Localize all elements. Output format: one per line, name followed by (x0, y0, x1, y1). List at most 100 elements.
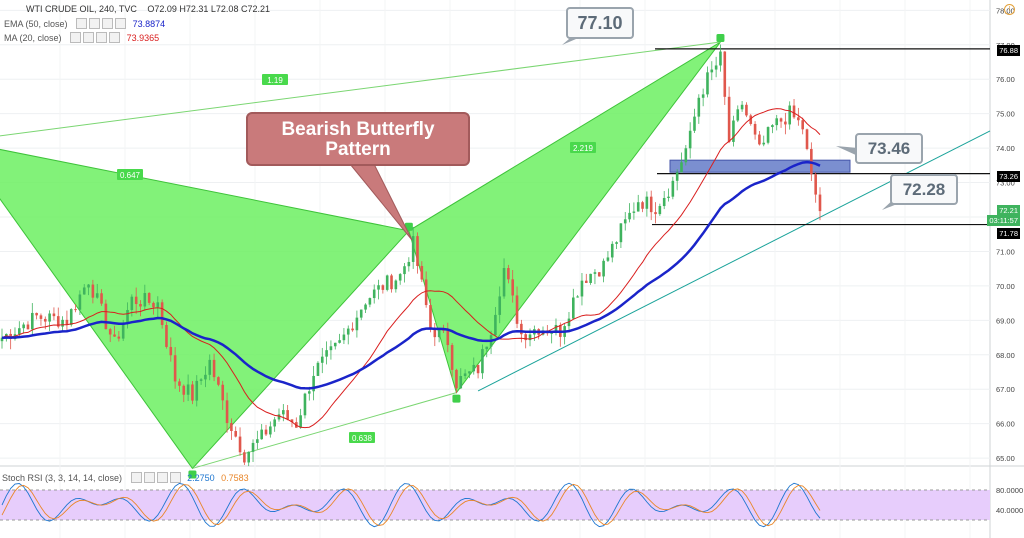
candle-body (498, 296, 502, 315)
candle-body (56, 316, 60, 327)
candle-body (377, 285, 380, 290)
candle-body (801, 120, 804, 130)
candle-body (260, 429, 263, 440)
more-icon[interactable] (169, 472, 181, 483)
close-icon[interactable] (96, 32, 108, 43)
y-tick-label: 71.00 (996, 247, 1015, 256)
ratio-label: 0.647 (120, 171, 141, 180)
candle-body (95, 293, 99, 298)
y-tick-label: 67.00 (996, 385, 1015, 394)
callout-top-price: 77.10 (566, 7, 634, 39)
candle-body (91, 284, 95, 298)
price-tag-last: 72.21 (997, 205, 1020, 216)
candle-body (645, 196, 649, 209)
candle-body (433, 327, 437, 338)
candle-body (269, 426, 272, 435)
ratio-tag-bg (570, 142, 596, 153)
candle-body (290, 419, 294, 423)
candle-body (320, 356, 324, 363)
candle-body (299, 415, 302, 428)
candle-body (186, 384, 190, 395)
settings-icon[interactable] (83, 32, 95, 43)
clock-icon[interactable]: ! (1004, 4, 1015, 15)
y-tick-label: 69.00 (996, 316, 1015, 325)
candle-body (714, 65, 718, 70)
stoch-label: Stoch RSI (3, 3, 14, 14, close) (2, 473, 123, 483)
close-icon[interactable] (102, 18, 114, 29)
candle-body (182, 385, 186, 395)
candle-body (515, 295, 519, 324)
candle-body (762, 142, 766, 145)
close-icon[interactable] (156, 472, 168, 483)
candle-body (178, 381, 181, 386)
candle-body (788, 105, 792, 125)
candle-body (104, 303, 108, 330)
settings-icon[interactable] (89, 18, 101, 29)
ratio-tag-bg (349, 432, 375, 443)
candle-body (381, 285, 385, 290)
candle-body (273, 419, 276, 427)
candle-body (736, 109, 740, 121)
candle-body (446, 330, 450, 346)
candle-body (550, 332, 553, 334)
candle-body (39, 315, 43, 319)
candle-body (805, 129, 809, 149)
stoch-legend: Stoch RSI (3, 3, 14, 14, close) 2.2750 0… (2, 472, 249, 483)
candle-body (619, 223, 623, 243)
more-icon[interactable] (115, 18, 127, 29)
more-icon[interactable] (109, 32, 121, 43)
candle-body (156, 302, 160, 308)
candle-body (771, 125, 774, 128)
eye-icon[interactable] (70, 32, 82, 43)
candle-body (632, 211, 636, 213)
candle-body (745, 104, 748, 116)
candle-body (727, 96, 731, 142)
ohlc-readout: O72.09 H72.31 L72.08 C72.21 (147, 4, 270, 14)
candle-body (152, 302, 155, 308)
candle-body (26, 324, 30, 330)
stoch-d-line (1, 483, 821, 527)
candle-body (74, 309, 77, 311)
callout-current-price: 72.28 (890, 174, 958, 205)
stoch-tick-label: 80.0000 (996, 486, 1023, 495)
pattern-ac-line (192, 392, 457, 469)
candle-body (147, 293, 151, 303)
candle-body (87, 284, 90, 288)
candle-body (675, 172, 679, 181)
ema-label: EMA (50, close) (4, 19, 68, 29)
candle-body (221, 384, 225, 401)
candle-body (684, 148, 688, 163)
candle-body (580, 280, 584, 297)
candle-body (342, 334, 346, 341)
pattern-leg-xab (0, 148, 410, 470)
candle-body (100, 293, 103, 304)
candle-body (225, 400, 229, 424)
ema-50-line (1, 160, 821, 390)
candle-body (723, 51, 727, 97)
stoch-band (0, 490, 990, 520)
ma-20-line (1, 108, 821, 429)
y-tick-label: 74.00 (996, 144, 1015, 153)
candle-body (468, 371, 471, 374)
candle-body (576, 296, 579, 298)
eye-icon[interactable] (76, 18, 88, 29)
candle-body (18, 328, 21, 335)
candle-body (688, 130, 692, 149)
y-tick-label: 76.00 (996, 75, 1015, 84)
settings-icon[interactable] (143, 472, 155, 483)
candle-body (623, 219, 627, 224)
candle-body (463, 373, 467, 377)
candle-body (307, 391, 311, 394)
resistance-zone (669, 159, 851, 173)
candle-body (208, 359, 212, 375)
candle-body (511, 279, 515, 296)
candle-body (108, 329, 112, 335)
candle-body (368, 298, 372, 305)
candle-body (589, 273, 592, 283)
candle-body (697, 97, 701, 117)
candle-body (52, 313, 56, 317)
candle-body (82, 287, 86, 295)
candle-body (256, 439, 259, 443)
eye-icon[interactable] (130, 472, 142, 483)
